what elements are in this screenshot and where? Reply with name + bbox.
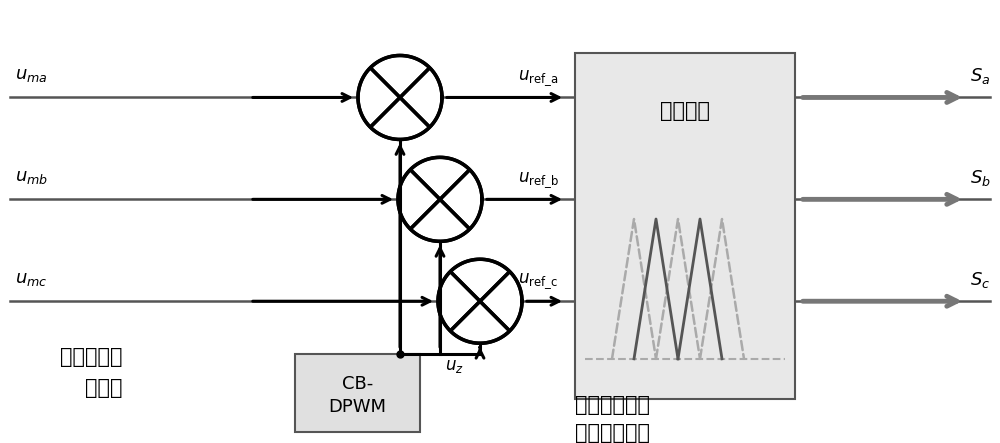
Text: $\mathit{S}_b$: $\mathit{S}_b$ [970,168,991,188]
Text: DPWM: DPWM [328,398,386,416]
Text: CB-: CB- [342,375,373,393]
Text: 三相归一化: 三相归一化 [60,346,122,367]
Text: 载波比较: 载波比较 [660,101,710,121]
Text: $\mathit{u}_{\rm ref\_a}$: $\mathit{u}_{\rm ref\_a}$ [518,68,559,88]
Text: $\mathit{u}_{mc}$: $\mathit{u}_{mc}$ [15,270,47,288]
Bar [575,53,795,399]
Polygon shape [398,157,482,241]
Text: $\mathit{S}_a$: $\mathit{S}_a$ [970,66,990,86]
Text: $\mathit{u}_z$: $\mathit{u}_z$ [445,357,464,375]
Text: 正弦波: 正弦波 [85,377,122,398]
Text: $\mathit{u}_{ma}$: $\mathit{u}_{ma}$ [15,66,48,84]
Text: $\mathit{u}_{mb}$: $\mathit{u}_{mb}$ [15,168,48,186]
Text: $\mathit{u}_{\rm ref\_c}$: $\mathit{u}_{\rm ref\_c}$ [518,272,559,291]
Text: $\mathit{u}_{\rm ref\_b}$: $\mathit{u}_{\rm ref\_b}$ [518,170,559,190]
Text: 零序分量注入: 零序分量注入 [575,423,650,443]
Text: 最小开关损耗: 最小开关损耗 [575,395,650,416]
Bar [295,354,420,432]
Polygon shape [438,259,522,343]
Polygon shape [358,55,442,140]
Text: $\mathit{S}_c$: $\mathit{S}_c$ [970,270,990,290]
